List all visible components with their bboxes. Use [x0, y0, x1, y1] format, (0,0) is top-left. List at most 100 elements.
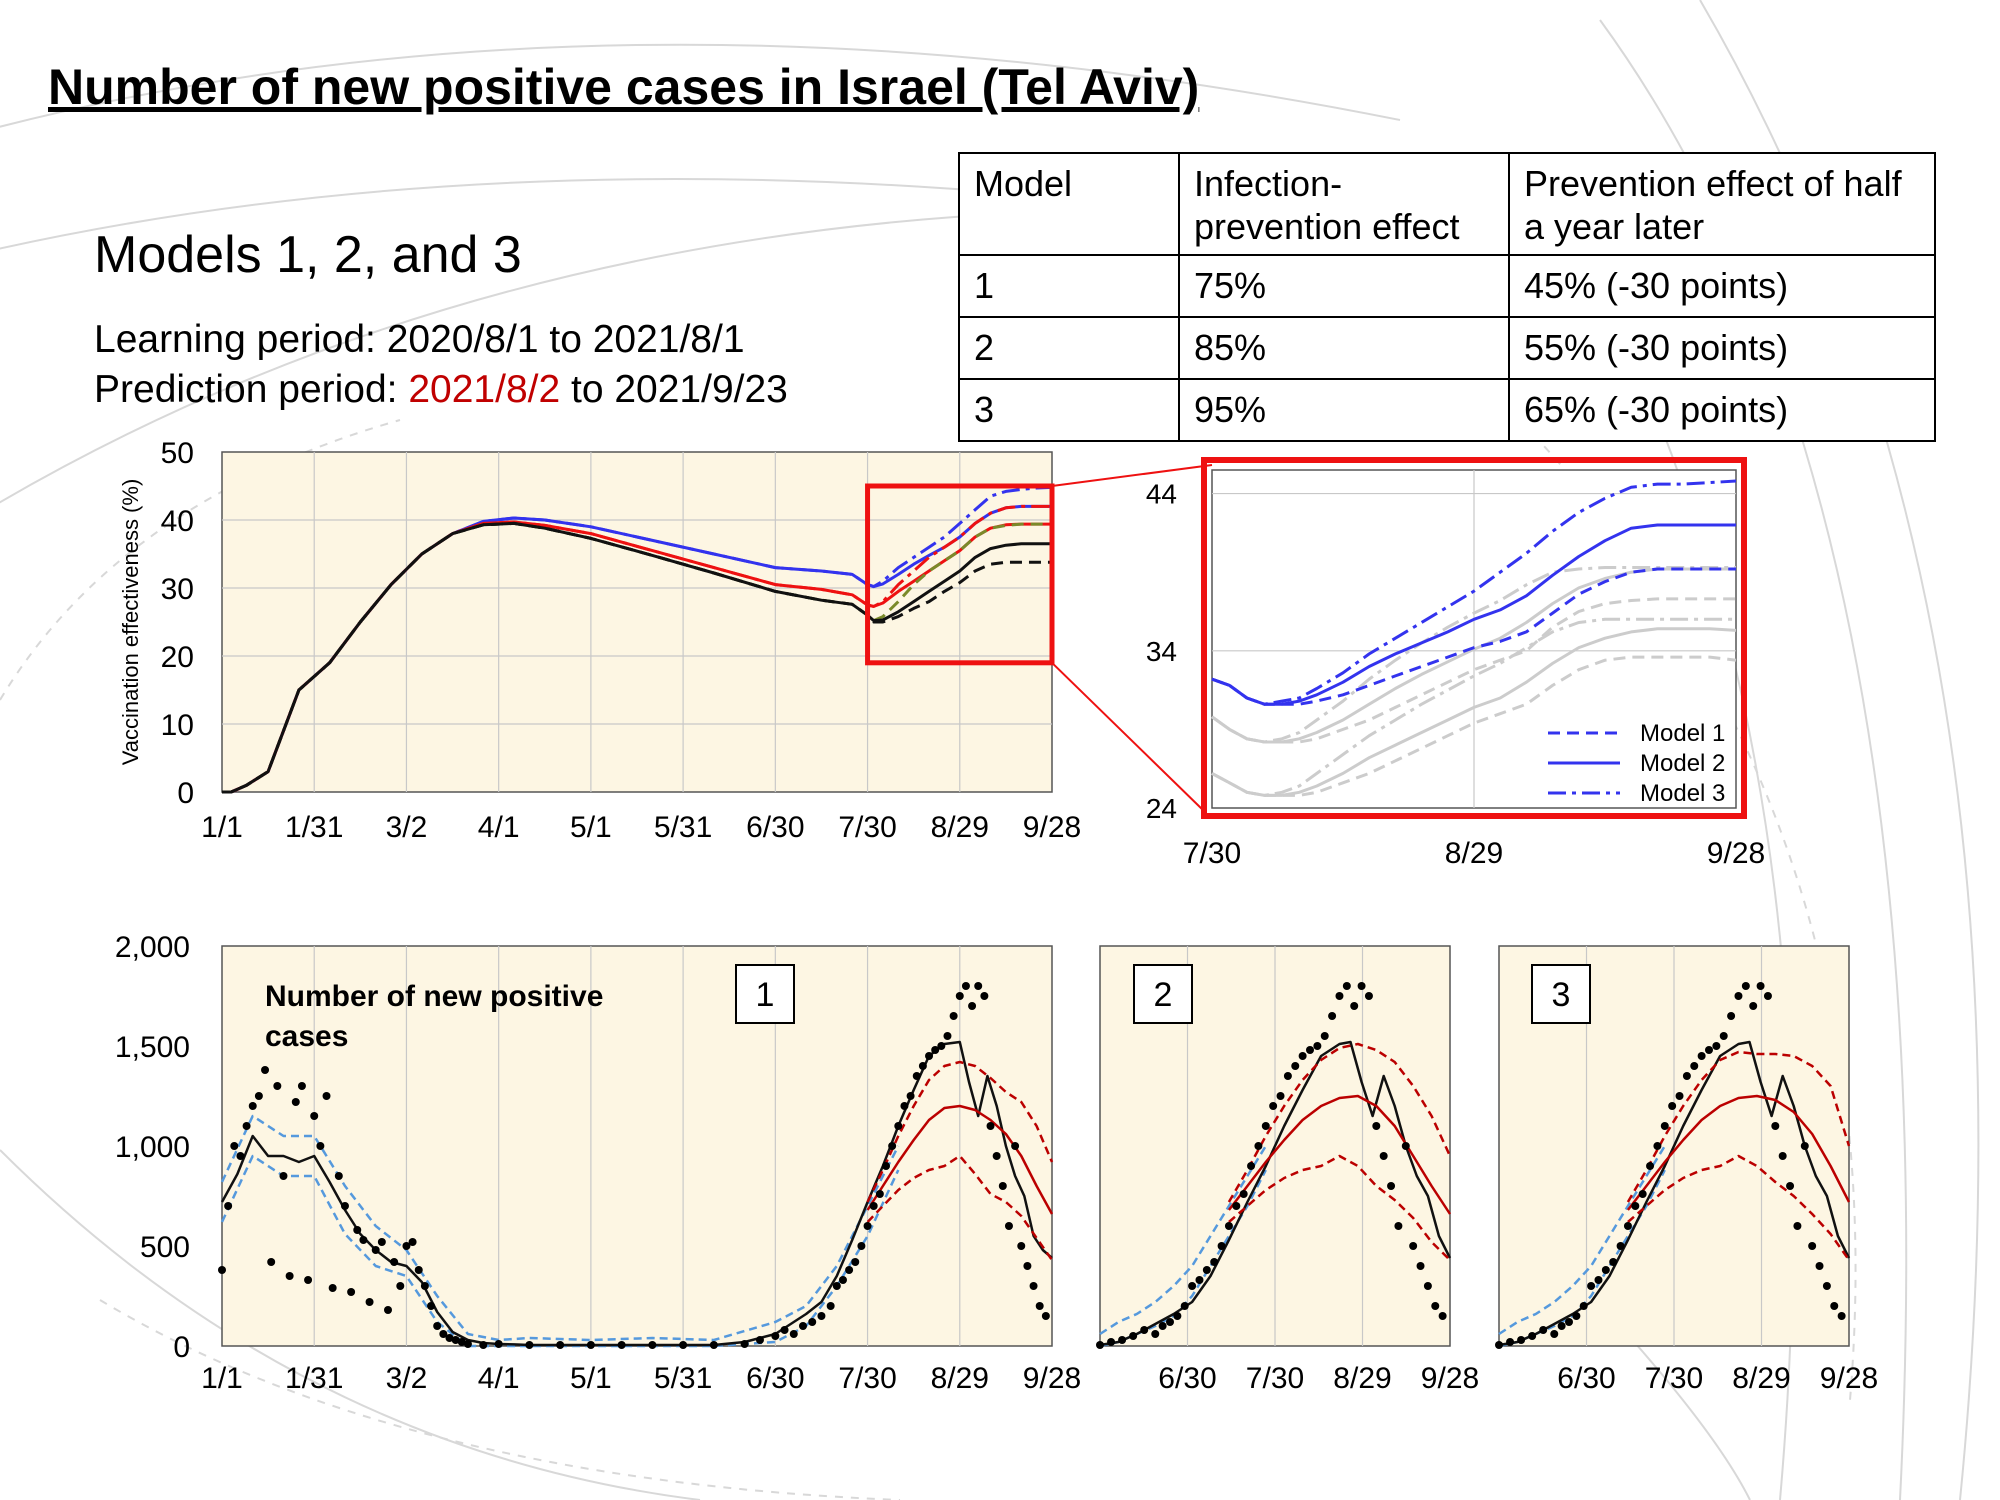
data-point: [494, 1340, 503, 1348]
data-point: [1786, 1182, 1795, 1190]
data-point: [1158, 1322, 1167, 1330]
prediction-lower: [866, 1154, 1054, 1261]
x-tick-label: 6/30: [1158, 1362, 1216, 1395]
legend-label: Model 1: [1640, 720, 1725, 747]
data-point: [402, 1242, 411, 1250]
data-point: [1431, 1302, 1440, 1310]
zoom-frame: [1201, 457, 1747, 819]
x-tick-label: 8/29: [1445, 837, 1503, 870]
data-point: [1616, 1242, 1625, 1250]
data-point: [1306, 1046, 1314, 1054]
model-number-label: 2: [1154, 976, 1173, 1014]
data-point: [1320, 1032, 1329, 1040]
data-point: [1232, 1202, 1241, 1210]
data-point: [285, 1272, 294, 1280]
data-point: [310, 1112, 319, 1120]
data-point: [1254, 1142, 1263, 1150]
x-tick-label: 9/28: [1421, 1362, 1479, 1395]
data-point: [1004, 1222, 1013, 1230]
data-point: [888, 1142, 897, 1150]
data-point: [347, 1288, 356, 1296]
data-point: [1601, 1266, 1610, 1274]
data-point: [445, 1334, 454, 1342]
data-point: [328, 1284, 337, 1292]
data-point: [1646, 1162, 1655, 1170]
data-point: [1017, 1242, 1026, 1250]
data-point: [322, 1092, 331, 1100]
y-tick-label: 0: [177, 777, 194, 810]
data-point: [1379, 1152, 1388, 1160]
data-point: [230, 1142, 239, 1150]
zoom-connector-line: [1051, 464, 1213, 487]
series-line-g4: [1211, 617, 1736, 797]
data-point: [1291, 1062, 1300, 1070]
x-tick-label: 7/30: [1645, 1362, 1703, 1395]
data-point: [755, 1336, 764, 1344]
header-half-year-effect: Prevention effect of half a year later: [1508, 151, 1936, 257]
data-point: [1394, 1222, 1403, 1230]
data-point: [817, 1312, 826, 1320]
data-point: [1587, 1282, 1596, 1290]
table-cell: 65% (-30 points): [1508, 378, 1936, 443]
data-point: [1653, 1142, 1662, 1150]
data-point: [617, 1341, 626, 1349]
page-title: Number of new positive cases in Israel (…: [48, 59, 1200, 115]
data-point: [838, 1276, 847, 1284]
x-tick-label: 6/30: [746, 811, 804, 844]
data-point: [1638, 1190, 1647, 1198]
x-tick-label: 6/30: [1557, 1362, 1615, 1395]
data-point: [826, 1302, 835, 1310]
data-point: [291, 1098, 300, 1106]
learning-period-label: Learning period: 2020/8/1 to 2021/8/1: [94, 318, 745, 361]
data-point: [1387, 1182, 1396, 1190]
data-point: [1741, 982, 1750, 990]
data-point: [648, 1341, 657, 1349]
data-point: [1712, 1042, 1721, 1050]
data-point: [857, 1242, 866, 1250]
data-point: [925, 1052, 934, 1060]
data-point: [961, 982, 970, 990]
data-point: [780, 1326, 789, 1334]
data-point: [1623, 1222, 1632, 1230]
data-point: [371, 1246, 380, 1254]
models-subtitle: Models 1, 2, and 3: [94, 226, 522, 284]
y-tick-label: 500: [140, 1231, 190, 1264]
data-point: [1350, 1002, 1359, 1010]
data-point: [479, 1341, 488, 1349]
data-point: [1328, 1012, 1337, 1020]
x-tick-label: 4/1: [478, 811, 520, 844]
prediction-upper: [866, 1060, 1054, 1203]
prediction-lower: [1627, 1154, 1851, 1261]
model-number-label: 3: [1552, 976, 1571, 1014]
data-point: [1416, 1262, 1425, 1270]
table-cell: 1: [958, 254, 1180, 319]
data-point: [992, 1152, 1001, 1160]
data-point: [679, 1341, 688, 1349]
x-tick-label: 7/30: [838, 1362, 896, 1395]
data-point: [1029, 1282, 1038, 1290]
y-tick-label: 2,000: [115, 931, 190, 964]
data-point: [414, 1266, 423, 1274]
annotation-line: Number of new positive: [265, 980, 603, 1013]
y-tick-label: 44: [1146, 479, 1177, 510]
header-model: Model: [958, 151, 1180, 257]
legend-label: Model 3: [1640, 780, 1725, 807]
data-point: [1822, 1282, 1831, 1290]
data-point: [1800, 1142, 1809, 1150]
prediction-median: [866, 1104, 1054, 1215]
effectiveness-chart: 0 10 20 30 40 50 1/1 1/31 3/2 4/1 5/1 5/31 6/30 7/30 8…: [118, 437, 1213, 844]
learning-period: Learning period: 2020/8/1 to 2021/8/1: [94, 318, 745, 362]
x-tick-label: 5/1: [570, 811, 612, 844]
x-tick-label: 5/31: [654, 1362, 712, 1395]
data-point: [931, 1046, 940, 1054]
series-line-g1: [1211, 566, 1736, 744]
data-point: [396, 1282, 405, 1290]
data-point: [789, 1330, 798, 1338]
data-point: [377, 1238, 386, 1246]
data-point: [1023, 1262, 1032, 1270]
data-point: [1438, 1312, 1447, 1320]
data-point: [875, 1190, 884, 1198]
data-point: [882, 1162, 890, 1170]
data-point: [1298, 1052, 1307, 1060]
data-point: [1517, 1336, 1526, 1344]
